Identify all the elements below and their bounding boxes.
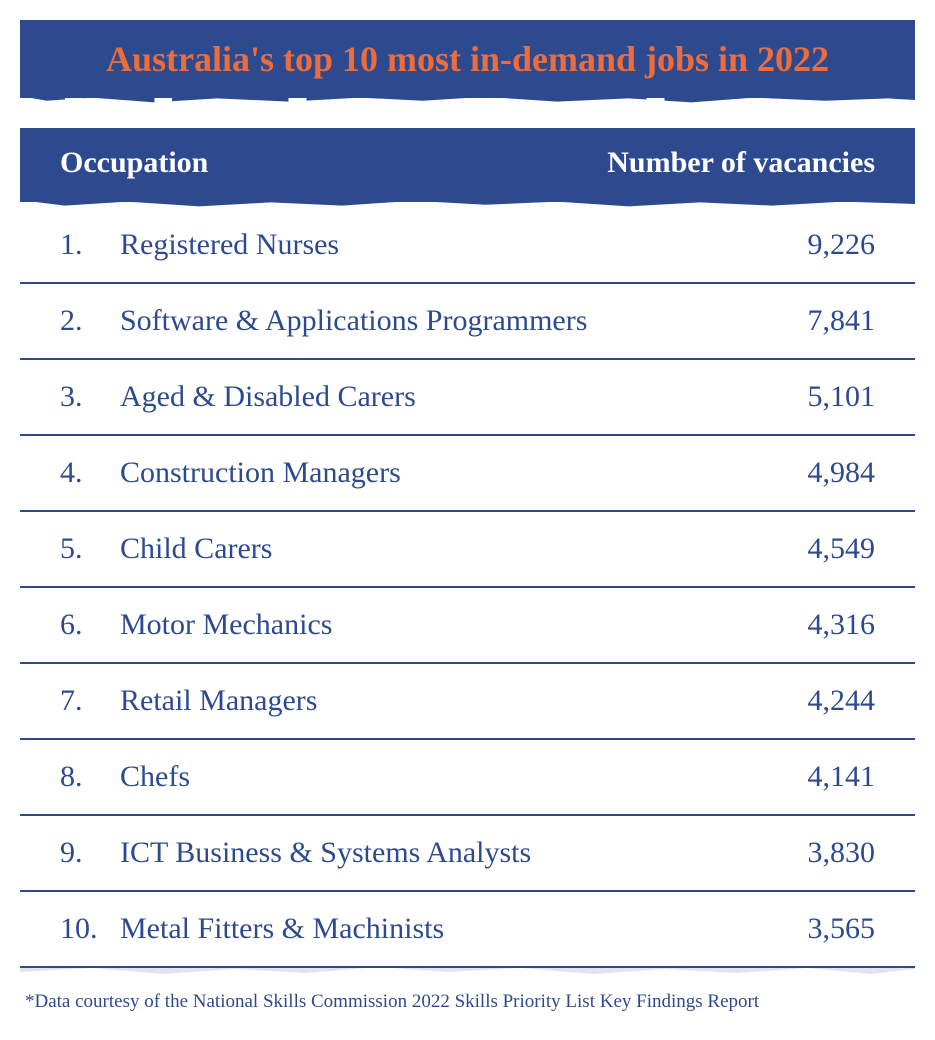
row-occupation: Software & Applications Programmers xyxy=(115,304,755,338)
row-rank: 2. xyxy=(60,304,115,338)
header-vacancies-label: Number of vacancies xyxy=(607,146,875,180)
row-rank: 10. xyxy=(60,912,115,946)
row-vacancies: 5,101 xyxy=(755,380,875,414)
footnote-text: *Data courtesy of the National Skills Co… xyxy=(20,991,915,1013)
row-rank: 6. xyxy=(60,608,115,642)
row-occupation: Motor Mechanics xyxy=(115,608,755,642)
row-occupation: Retail Managers xyxy=(115,684,755,718)
table-row: 9.ICT Business & Systems Analysts3,830 xyxy=(20,816,915,892)
table-row: 1.Registered Nurses9,226 xyxy=(20,208,915,284)
row-occupation: Chefs xyxy=(115,760,755,794)
infographic-container: Australia's top 10 most in-demand jobs i… xyxy=(20,20,915,1013)
table-body: 1.Registered Nurses9,2262.Software & App… xyxy=(20,208,915,968)
row-rank: 7. xyxy=(60,684,115,718)
table-row: 3.Aged & Disabled Carers5,101 xyxy=(20,360,915,436)
row-vacancies: 4,984 xyxy=(755,456,875,490)
row-vacancies: 9,226 xyxy=(755,228,875,262)
title-text: Australia's top 10 most in-demand jobs i… xyxy=(50,38,885,80)
row-rank: 3. xyxy=(60,380,115,414)
table-row: 10.Metal Fitters & Machinists3,565 xyxy=(20,892,915,968)
row-occupation: Construction Managers xyxy=(115,456,755,490)
header-occupation-label: Occupation xyxy=(60,146,607,180)
table-row: 8.Chefs4,141 xyxy=(20,740,915,816)
row-rank: 1. xyxy=(60,228,115,262)
row-occupation: Registered Nurses xyxy=(115,228,755,262)
table-row: 2.Software & Applications Programmers7,8… xyxy=(20,284,915,360)
row-occupation: Aged & Disabled Carers xyxy=(115,380,755,414)
row-rank: 9. xyxy=(60,836,115,870)
table-row: 6.Motor Mechanics4,316 xyxy=(20,588,915,664)
title-banner: Australia's top 10 most in-demand jobs i… xyxy=(20,20,915,98)
torn-edge-decoration xyxy=(20,966,915,976)
row-vacancies: 3,830 xyxy=(755,836,875,870)
row-occupation: Metal Fitters & Machinists xyxy=(115,912,755,946)
row-occupation: ICT Business & Systems Analysts xyxy=(115,836,755,870)
row-vacancies: 3,565 xyxy=(755,912,875,946)
row-rank: 4. xyxy=(60,456,115,490)
row-vacancies: 7,841 xyxy=(755,304,875,338)
table-row: 7.Retail Managers4,244 xyxy=(20,664,915,740)
row-rank: 5. xyxy=(60,532,115,566)
row-vacancies: 4,244 xyxy=(755,684,875,718)
table-row: 4.Construction Managers4,984 xyxy=(20,436,915,512)
row-vacancies: 4,141 xyxy=(755,760,875,794)
row-rank: 8. xyxy=(60,760,115,794)
table-row: 5.Child Carers4,549 xyxy=(20,512,915,588)
table-header-row: Occupation Number of vacancies xyxy=(20,128,915,202)
row-vacancies: 4,316 xyxy=(755,608,875,642)
row-vacancies: 4,549 xyxy=(755,532,875,566)
row-occupation: Child Carers xyxy=(115,532,755,566)
